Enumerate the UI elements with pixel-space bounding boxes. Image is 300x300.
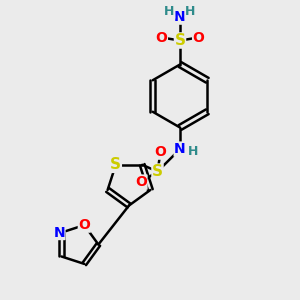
Text: O: O [155, 31, 167, 44]
Text: H: H [188, 145, 198, 158]
Text: O: O [154, 145, 166, 159]
Text: N: N [174, 142, 186, 156]
Text: H: H [185, 5, 196, 18]
Text: S: S [175, 33, 185, 48]
Text: O: O [78, 218, 90, 232]
Text: N: N [174, 10, 186, 24]
Text: O: O [135, 175, 147, 189]
Text: S: S [152, 164, 163, 179]
Text: N: N [53, 226, 65, 239]
Text: S: S [110, 157, 121, 172]
Text: H: H [164, 5, 175, 18]
Text: O: O [193, 31, 205, 44]
